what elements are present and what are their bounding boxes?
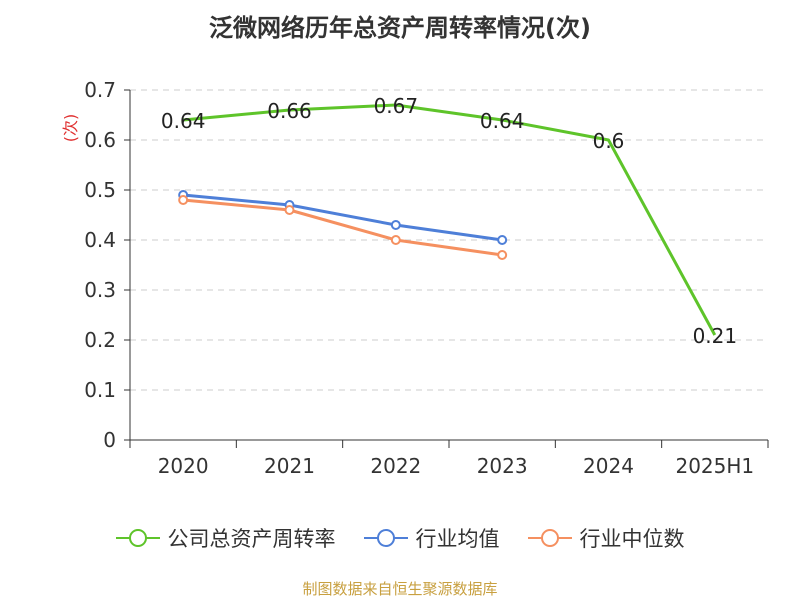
series-lines bbox=[178, 103, 717, 336]
data-point bbox=[390, 220, 401, 230]
y-tick-label: 0 bbox=[103, 428, 116, 452]
legend-label: 行业均值 bbox=[415, 527, 500, 551]
legend-item[interactable]: 行业均值 bbox=[363, 523, 500, 553]
x-tick-label: 2023 bbox=[477, 454, 528, 478]
data-label: 0.6 bbox=[593, 129, 625, 153]
x-tick-label: 2024 bbox=[583, 454, 634, 478]
grid-lines bbox=[130, 89, 768, 391]
legend-label: 公司总资产周转率 bbox=[167, 527, 336, 551]
y-tick-label: 0.5 bbox=[84, 178, 116, 202]
y-tick-label: 0.2 bbox=[84, 328, 116, 352]
data-point bbox=[497, 235, 508, 245]
x-tick-label: 2021 bbox=[264, 454, 315, 478]
x-tick-label: 2025H1 bbox=[675, 454, 754, 478]
legend-label: 行业中位数 bbox=[579, 527, 685, 551]
legend-item[interactable]: 行业中位数 bbox=[527, 523, 685, 553]
chart-title: 泛微网络历年总资产周转率情况(次) bbox=[209, 14, 591, 42]
data-label: 0.67 bbox=[374, 94, 419, 118]
series-line-0 bbox=[183, 103, 717, 336]
data-point bbox=[497, 250, 508, 260]
data-label: 0.66 bbox=[267, 99, 312, 123]
data-point bbox=[390, 235, 401, 245]
data-label: 0.21 bbox=[693, 324, 738, 348]
legend: 公司总资产周转率 行业均值 行业中位数 bbox=[0, 520, 800, 556]
axes: 0 0.1 0.2 0.3 0.4 0.5 0.6 0.7 2020 2021 2022 2023 20… bbox=[61, 78, 769, 478]
series-line-2 bbox=[183, 198, 503, 257]
source-note: 制图数据来自恒生聚源数据库 bbox=[302, 580, 498, 598]
y-tick-label: 0.1 bbox=[84, 378, 116, 402]
x-tick-label: 2022 bbox=[370, 454, 421, 478]
legend-line-circle-icon bbox=[363, 529, 408, 547]
data-label: 0.64 bbox=[480, 109, 525, 133]
y-tick-label: 0.3 bbox=[84, 278, 116, 302]
x-tick-label: 2020 bbox=[158, 454, 209, 478]
series-line-1 bbox=[183, 193, 503, 242]
data-label: 0.64 bbox=[161, 109, 206, 133]
y-tick-label: 0.7 bbox=[84, 78, 116, 102]
data-point bbox=[178, 195, 189, 205]
data-labels: 0.64 0.66 0.67 0.64 0.6 0.21 bbox=[161, 94, 737, 348]
data-point bbox=[284, 205, 295, 215]
y-axis-label: (次) bbox=[61, 114, 80, 143]
y-tick-label: 0.4 bbox=[84, 228, 116, 252]
y-tick-label: 0.6 bbox=[84, 128, 116, 152]
legend-line-circle-icon bbox=[115, 529, 160, 547]
legend-line-circle-icon bbox=[527, 529, 572, 547]
legend-item[interactable]: 公司总资产周转率 bbox=[115, 523, 336, 553]
